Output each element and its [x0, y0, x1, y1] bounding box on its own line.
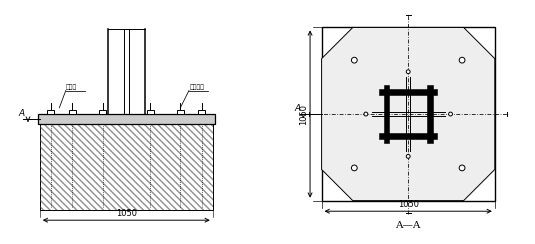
Text: 拉二路: 拉二路	[66, 84, 78, 90]
Text: 锁定联结: 锁定联结	[189, 84, 204, 90]
Text: 1050: 1050	[116, 209, 137, 218]
Bar	[384, 85, 389, 143]
Bar	[40, 124, 213, 211]
Bar	[379, 89, 437, 95]
Circle shape	[459, 165, 465, 171]
Circle shape	[449, 112, 453, 116]
Text: A: A	[294, 104, 301, 113]
Polygon shape	[322, 28, 495, 201]
Bar	[322, 28, 495, 201]
Circle shape	[364, 112, 368, 116]
Bar	[99, 110, 106, 114]
Circle shape	[406, 70, 410, 74]
Bar	[69, 110, 76, 114]
Bar	[147, 110, 154, 114]
Bar	[40, 124, 213, 211]
Text: 1050: 1050	[398, 200, 419, 209]
Text: A: A	[18, 109, 25, 118]
Text: 水平调整螺母: 水平调整螺母	[41, 117, 60, 123]
Bar	[198, 110, 205, 114]
Text: A—A: A—A	[395, 221, 421, 230]
Bar	[177, 110, 184, 114]
Bar	[427, 85, 433, 143]
Text: 1050: 1050	[299, 103, 308, 124]
Circle shape	[459, 57, 465, 63]
Circle shape	[351, 57, 357, 63]
Bar	[47, 110, 54, 114]
Bar	[379, 133, 437, 139]
Bar	[37, 114, 215, 124]
Circle shape	[406, 154, 410, 158]
Circle shape	[351, 165, 357, 171]
